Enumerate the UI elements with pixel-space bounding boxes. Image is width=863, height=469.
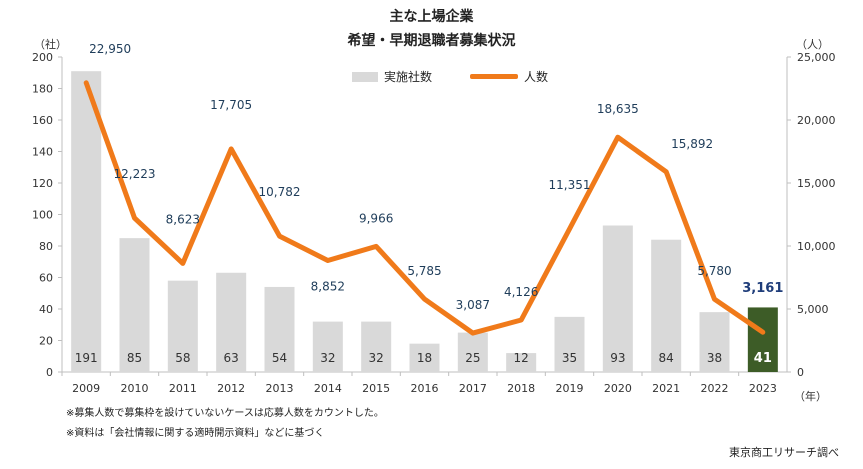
line-value-label: 3,161 (742, 281, 783, 296)
x-tick-label: 2018 (507, 382, 535, 395)
footnote-2: ※資料は「会社情報に関する適時開示資料」などに基づく (66, 428, 325, 439)
line-value-label: 18,635 (597, 102, 639, 116)
chart-title-line1: 主な上場企業 (389, 9, 474, 25)
x-tick-label: 2013 (266, 382, 294, 395)
bar-value-label: 38 (707, 351, 722, 365)
bar-value-label: 35 (562, 351, 577, 365)
bar-2012 (216, 272, 247, 372)
legend-bars: 実施社数 (352, 68, 432, 85)
x-tick-label: 2015 (362, 382, 390, 395)
line-value-label: 5,780 (697, 264, 731, 278)
line-value-label: 11,351 (549, 178, 591, 192)
bar-value-label: 32 (320, 351, 335, 365)
right-tick-label: 0 (797, 366, 804, 379)
bar-value-label: 85 (127, 351, 142, 365)
bar-2020 (602, 225, 633, 372)
right-tick-label: 15,000 (797, 177, 836, 190)
left-tick-label: 100 (32, 209, 53, 222)
footnote-1: ※募集人数で募集枠を設けていないケースは応募人数をカウントした。 (66, 408, 384, 419)
x-tick-label: 2011 (169, 382, 197, 395)
bar-2022 (699, 312, 730, 372)
x-tick-label: 2021 (652, 382, 680, 395)
line-value-label: 5,785 (407, 264, 441, 278)
right-tick-label: 20,000 (797, 114, 836, 127)
line-value-label: 8,623 (166, 212, 200, 226)
bar-2014 (312, 321, 343, 372)
x-tick-label: 2017 (459, 382, 487, 395)
legend-line-label: 人数 (524, 70, 549, 84)
left-tick-label: 40 (39, 303, 53, 316)
x-axis-unit: （年） (794, 390, 827, 403)
legend-line: 人数 (470, 68, 548, 85)
bar-value-label: 12 (514, 351, 529, 365)
x-tick-label: 2016 (411, 382, 439, 395)
bar-2009 (71, 71, 102, 373)
x-tick-label: 2019 (556, 382, 584, 395)
legend-line-swatch (470, 74, 518, 79)
bar-value-label: 25 (465, 351, 480, 365)
left-axis-unit: （社） (34, 38, 67, 51)
line-value-label: 12,223 (114, 167, 156, 181)
left-tick-label: 0 (46, 366, 53, 379)
x-tick-label: 2012 (217, 382, 245, 395)
bar-2013 (264, 286, 295, 372)
legend-bar-label: 実施社数 (384, 70, 433, 84)
left-tick-label: 60 (39, 272, 53, 285)
x-tick-label: 2010 (121, 382, 149, 395)
bar-2016 (409, 343, 440, 372)
right-tick-label: 5,000 (797, 303, 829, 316)
line-value-label: 8,852 (311, 279, 345, 293)
line-value-label: 9,966 (359, 211, 393, 225)
bar-2011 (167, 280, 198, 372)
bar-value-label: 191 (75, 351, 98, 365)
left-tick-label: 80 (39, 240, 53, 253)
line-value-label: 22,950 (89, 42, 131, 56)
right-tick-label: 25,000 (797, 51, 836, 64)
bar-2017 (457, 332, 488, 372)
bar-value-label: 41 (754, 351, 772, 366)
left-tick-label: 180 (32, 83, 53, 96)
line-series-people (83, 80, 766, 336)
bar-2010 (119, 238, 150, 372)
bar-value-label: 18 (417, 351, 432, 365)
bar-value-label: 32 (369, 351, 384, 365)
x-tick-label: 2020 (604, 382, 632, 395)
bar-2023 (747, 307, 778, 372)
line-value-label: 15,892 (671, 137, 713, 151)
left-tick-label: 140 (32, 146, 53, 159)
source-credit: 東京商工リサーチ調べ (729, 446, 839, 459)
line-value-label: 10,782 (259, 185, 301, 199)
line-value-label: 4,126 (504, 285, 538, 299)
left-tick-label: 120 (32, 177, 53, 190)
bar-2015 (361, 321, 392, 372)
bar-value-label: 54 (272, 351, 287, 365)
left-tick-label: 20 (39, 335, 53, 348)
line-value-label: 3,087 (456, 298, 490, 312)
chart-title-line2: 希望・早期退職者募集状況 (347, 33, 516, 49)
bar-2019 (554, 316, 585, 372)
left-tick-label: 160 (32, 114, 53, 127)
x-tick-label: 2023 (749, 382, 777, 395)
x-tick-label: 2014 (314, 382, 342, 395)
legend-bar-swatch (352, 71, 378, 82)
right-tick-label: 10,000 (797, 240, 836, 253)
bar-2018 (506, 353, 537, 372)
bar-value-label: 93 (610, 351, 625, 365)
bar-value-label: 58 (175, 351, 190, 365)
x-tick-label: 2009 (72, 382, 100, 395)
x-tick-label: 2022 (701, 382, 729, 395)
bar-2021 (651, 239, 682, 372)
left-tick-label: 200 (32, 51, 53, 64)
bar-value-label: 63 (224, 351, 239, 365)
bar-value-label: 84 (659, 351, 674, 365)
line-value-label: 17,705 (210, 98, 252, 112)
right-axis-unit: （人） (796, 38, 829, 51)
